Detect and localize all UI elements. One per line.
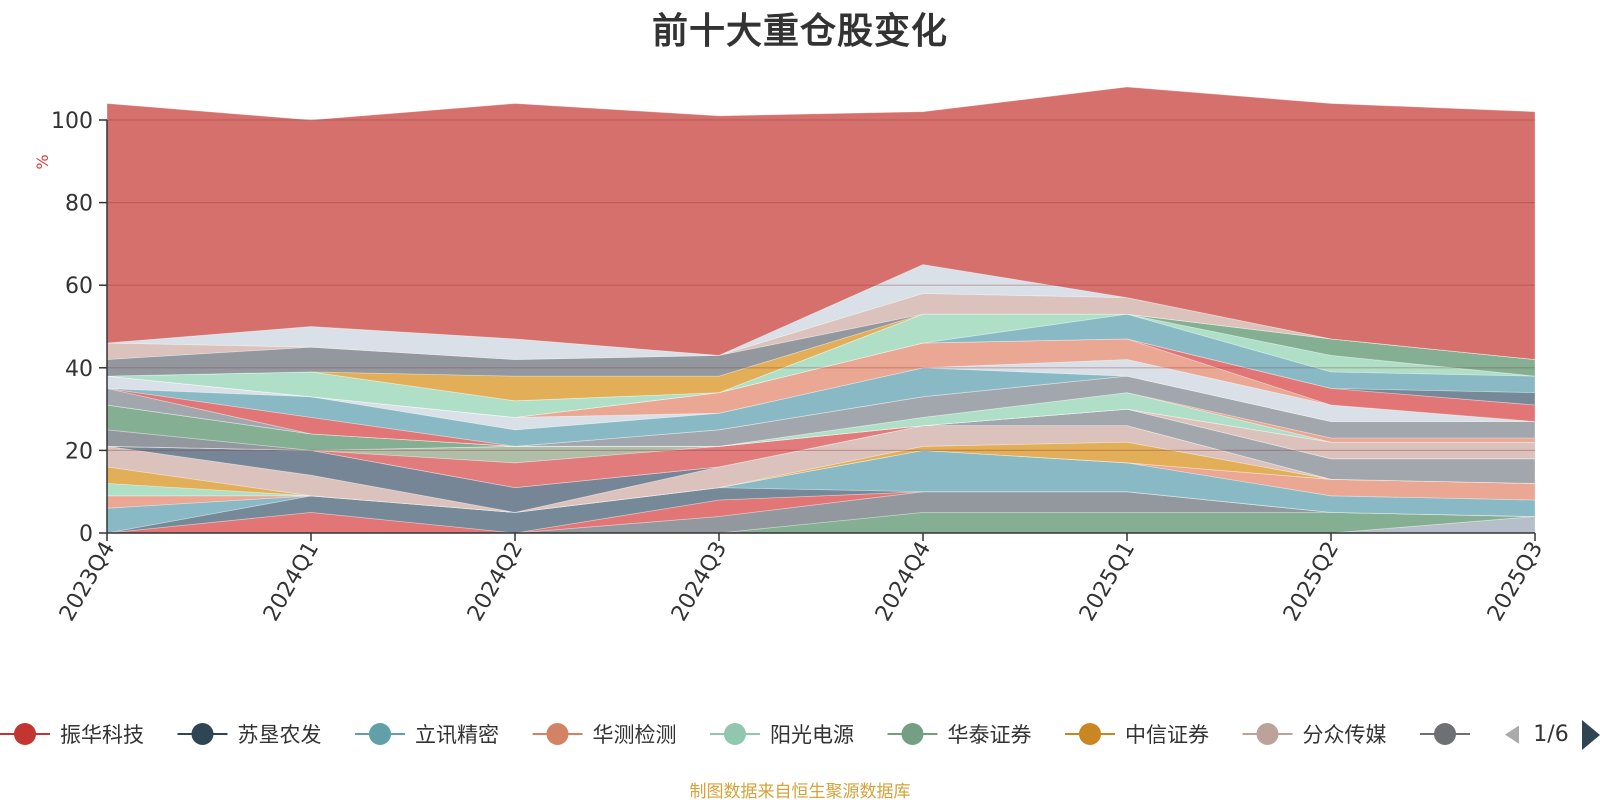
legend-marker-icon	[191, 723, 214, 745]
legend-label: 阳光电源	[770, 723, 854, 747]
legend-label: 中信证券	[1125, 723, 1209, 747]
legend-marker-icon	[1434, 723, 1456, 745]
legend-item[interactable]	[1420, 723, 1470, 745]
x-tick-label: 2025Q2	[1279, 538, 1344, 626]
legend-marker-icon	[724, 723, 746, 745]
y-tick-label: 40	[65, 357, 93, 382]
legend-pager: 1/6	[1505, 720, 1600, 750]
legend-label: 华测检测	[593, 723, 677, 747]
y-axis-unit-label: %	[33, 154, 52, 169]
x-tick-label: 2025Q3	[1483, 538, 1548, 626]
legend-item[interactable]: 阳光电源	[710, 723, 854, 747]
legend-label: 立讯精密	[415, 723, 499, 747]
legend-item[interactable]: 振华科技	[0, 723, 144, 747]
legend-item[interactable]: 中信证券	[1065, 723, 1209, 747]
legend-marker-icon	[546, 723, 569, 745]
legend-label: 振华科技	[60, 723, 144, 747]
legend-marker-icon	[1256, 723, 1279, 745]
legend-item[interactable]: 立讯精密	[355, 723, 499, 747]
legend-page-indicator: 1/6	[1533, 722, 1568, 747]
axes: %	[33, 120, 1535, 534]
area-series-33[interactable]	[106, 86, 1536, 360]
x-tick-label: 2024Q3	[667, 538, 732, 626]
area-series-30[interactable]	[106, 313, 1536, 377]
legend-item[interactable]: 华测检测	[532, 723, 677, 747]
legend-label: 分众传媒	[1303, 723, 1387, 747]
x-tick-label: 2024Q2	[463, 538, 528, 626]
grid-lines	[107, 119, 1535, 451]
legend-item[interactable]: 华泰证券	[887, 723, 1032, 747]
x-tick-label: 2023Q4	[55, 538, 120, 626]
legend-item[interactable]: 分众传媒	[1242, 723, 1387, 747]
y-tick-label: 60	[65, 274, 93, 299]
legend-item[interactable]: 苏垦农发	[177, 723, 322, 747]
y-tick-label: 80	[65, 192, 93, 217]
legend-next-page-icon[interactable]	[1582, 720, 1600, 750]
y-tick-label: 20	[65, 439, 93, 464]
x-tick-label: 2025Q1	[1075, 538, 1140, 626]
legend-label: 苏垦农发	[238, 723, 322, 747]
chart-title: 前十大重仓股变化	[651, 11, 948, 52]
x-tick-label: 2024Q4	[871, 538, 936, 626]
y-axis-ticks: 0 20 40 60 80 100	[51, 109, 107, 547]
y-tick-label: 100	[51, 109, 93, 134]
area-series-layer	[106, 86, 1536, 534]
legend-marker-icon	[901, 723, 924, 745]
legend-label: 华泰证券	[948, 723, 1032, 747]
x-axis-ticks: 2023Q4 2024Q1 2024Q2 2024Q3 2024Q4 2025Q1 2025…	[55, 533, 1548, 626]
area-series-28[interactable]	[106, 313, 1536, 402]
legend-marker-icon	[1079, 723, 1101, 745]
data-source-note: 制图数据来自恒生聚源数据库	[689, 782, 911, 800]
legend-marker-icon	[14, 723, 36, 745]
y-tick-label: 0	[79, 522, 93, 547]
legend: 振华科技 苏垦农发 立讯精密 华测检测 阳光电源 华泰证券 中信证券 分众传媒	[0, 723, 1470, 747]
legend-prev-page-icon[interactable]	[1505, 725, 1519, 744]
legend-marker-icon	[369, 723, 391, 745]
x-tick-label: 2024Q1	[259, 538, 324, 626]
